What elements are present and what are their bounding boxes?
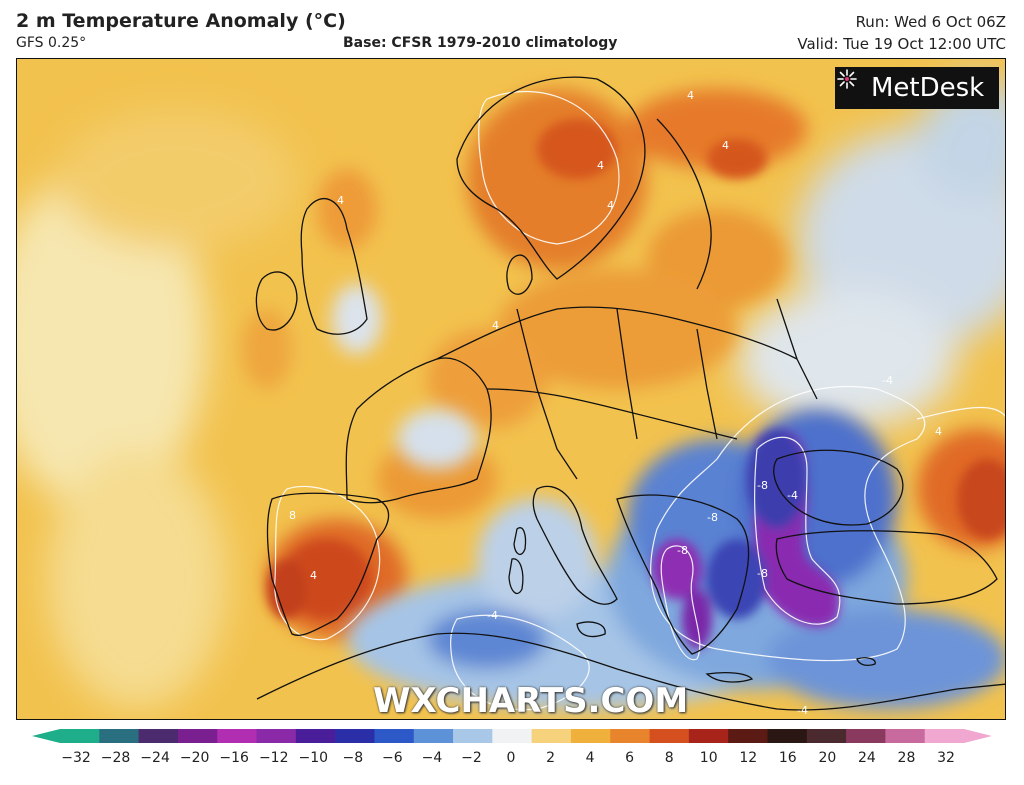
contour-label: 8 [289, 509, 296, 522]
color-scale-segment [453, 729, 493, 743]
contour-label: 4 [492, 319, 499, 332]
color-scale-tick-label: −10 [298, 750, 329, 766]
color-scale-tick-label: −2 [461, 750, 482, 766]
map-canvas: 4 4 4 4 8 4 4 4 -4 -4 -8 -8 -8 -4 -4 -8 … [17, 59, 1005, 719]
color-scale-tick-label: 10 [699, 750, 718, 766]
chart-title: 2 m Temperature Anomaly (°C) [16, 10, 346, 32]
color-scale-segment [60, 729, 100, 743]
color-scale-tick-label: 12 [739, 750, 758, 766]
color-scale-segment [610, 729, 651, 743]
valid-time-label: Valid: Tue 19 Oct 12:00 UTC [797, 35, 1006, 53]
color-scale-tick-label: −4 [421, 750, 443, 766]
color-scale-segment [806, 729, 847, 743]
color-scale-segments [60, 729, 965, 743]
contour-label: -4 [487, 609, 498, 622]
color-scale-tick-label: −12 [258, 750, 289, 766]
color-scale-segment [885, 729, 926, 743]
color-scale-tick-label: 32 [937, 750, 955, 766]
contour-label: 4 [687, 89, 694, 102]
color-scale-tick-label: −8 [342, 750, 364, 766]
color-scale-tick-label: 4 [585, 750, 595, 766]
contour-label: -4 [797, 704, 808, 717]
contour-lines [274, 91, 1005, 711]
color-scale-tick-label: 24 [857, 750, 876, 766]
color-scale-segment [728, 729, 769, 743]
color-scale-tick-label: −16 [219, 750, 249, 766]
color-scale-segment [374, 729, 415, 743]
color-scale-segment [413, 729, 454, 743]
color-scale-tick-label: 0 [506, 750, 516, 766]
color-scale-segment [295, 729, 336, 743]
contour-label: 4 [607, 199, 614, 212]
contour-label: -8 [757, 567, 768, 580]
color-scale-segment [492, 729, 533, 743]
color-scale-tick-label: 8 [664, 750, 674, 766]
base-climatology-label: Base: CFSR 1979-2010 climatology [343, 35, 618, 51]
color-scale-segment [570, 729, 611, 743]
contour-label: 4 [935, 425, 942, 438]
contour-label: -8 [677, 544, 688, 557]
contour-label: 4 [337, 194, 344, 207]
contour-label: -8 [707, 511, 718, 524]
color-scale-tick-label: −6 [382, 750, 403, 766]
color-scale-segment [649, 729, 690, 743]
contour-label: -4 [882, 374, 893, 387]
color-scale-segment [688, 729, 729, 743]
contour-value-labels: 4 4 4 4 8 4 4 4 -4 -4 -8 -8 -8 -4 -4 -8 … [289, 89, 942, 717]
contour-label: 4 [597, 159, 604, 172]
cool-northeast-anomaly [737, 79, 1005, 429]
contour-label: 4 [310, 569, 317, 582]
color-scale-segment [335, 729, 376, 743]
color-scale-segment [217, 729, 258, 743]
anomaly-map[interactable]: 4 4 4 4 8 4 4 4 -4 -4 -8 -8 -8 -4 -4 -8 … [16, 58, 1006, 720]
color-scale-segment [767, 729, 808, 743]
contour-label: 4 [722, 139, 729, 152]
color-scale-segment [99, 729, 140, 743]
color-scale-tick-label: 20 [818, 750, 837, 766]
wxcharts-watermark: WXCHARTS.COM [373, 681, 689, 720]
color-scale-tick-label: −24 [140, 750, 170, 766]
pale-atlantic-anomaly [17, 109, 297, 709]
color-scale-segment [177, 729, 218, 743]
color-scale-tick-label: −28 [100, 750, 131, 766]
color-scale-segment [846, 729, 886, 743]
contour-label: -4 [787, 489, 798, 502]
color-scale-tick-label: 28 [897, 750, 916, 766]
color-scale-tick-label: −32 [61, 750, 91, 766]
color-scale-tick-label: 6 [625, 750, 635, 766]
color-scale-ticks: −32 −28 −24 −20 −16 −12 −10 −8 −6 −4 −2 0 2 4 6 8 10 12 16… [0, 750, 1024, 770]
color-scale-min-arrow [32, 729, 60, 743]
color-scale-segment [138, 729, 179, 743]
color-scale-tick-label: 2 [546, 750, 555, 766]
color-scale-segment [531, 729, 572, 743]
model-label: GFS 0.25° [16, 35, 87, 51]
contour-label: -8 [757, 479, 768, 492]
metdesk-logo-text: MetDesk [871, 73, 985, 103]
metdesk-star-icon [837, 69, 857, 89]
color-scale-max-arrow [964, 729, 992, 743]
coastlines-and-borders [255, 76, 1005, 711]
run-time-label: Run: Wed 6 Oct 06Z [855, 13, 1006, 31]
metdesk-logo: MetDesk [835, 67, 999, 109]
color-scale-tick-label: −20 [179, 750, 210, 766]
color-scale-tick-label: 16 [778, 750, 797, 766]
color-scale-bar [32, 729, 992, 743]
color-scale-segment [924, 729, 965, 743]
color-scale-segment [256, 729, 297, 743]
